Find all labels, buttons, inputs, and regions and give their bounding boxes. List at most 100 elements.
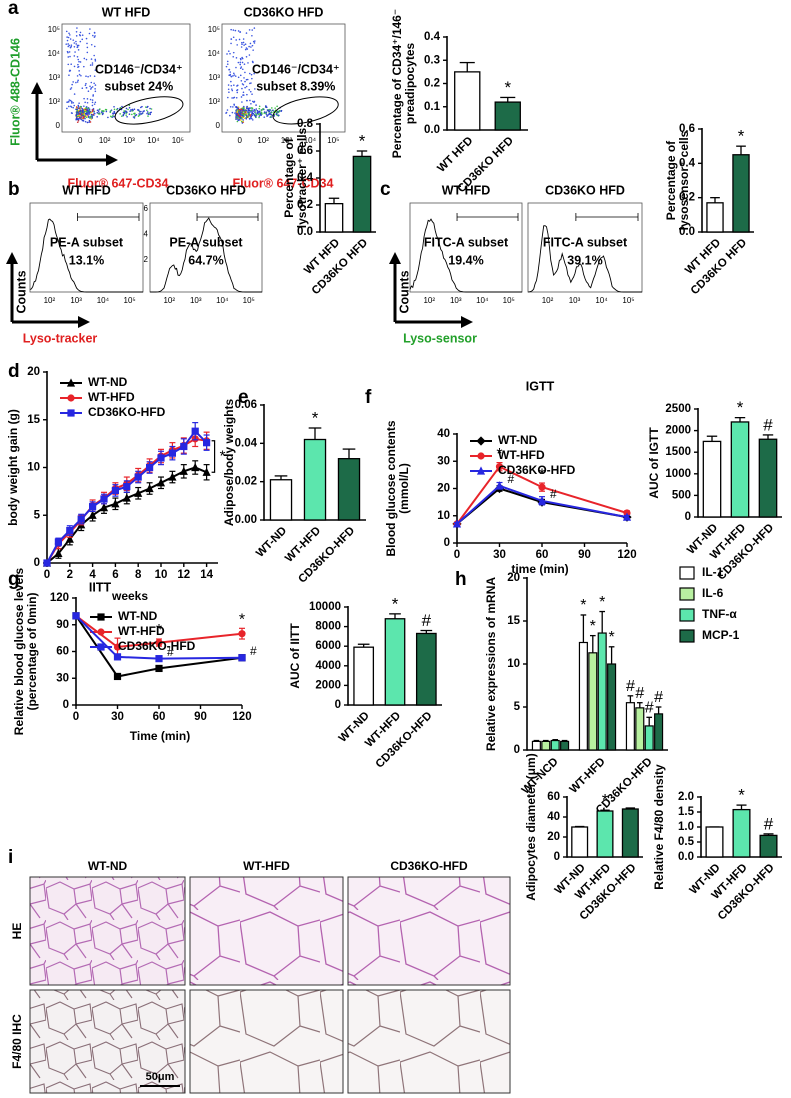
y-axis-label: lysosensor⁺ cells [677, 130, 691, 230]
point [191, 462, 200, 472]
flow-dot [133, 108, 136, 111]
flow-dot [237, 76, 240, 79]
flow-dot [86, 121, 89, 124]
bar [706, 202, 724, 233]
flow-dot [148, 112, 150, 114]
point [145, 483, 154, 493]
flow-dot [238, 110, 240, 112]
flow-dot [86, 51, 89, 54]
flow-dot [92, 108, 94, 111]
flow-dot [91, 110, 94, 113]
legend-marker [97, 643, 105, 651]
flow-dot [67, 63, 70, 66]
flow-dot [66, 36, 68, 38]
x-tick-label: 0 [454, 549, 460, 561]
flow-plot-title: CD36KO HFD [244, 5, 324, 19]
flow-dot [82, 116, 85, 118]
flow-dot [246, 93, 248, 96]
y-tick-label: 0.0 [297, 226, 313, 238]
bar [454, 71, 481, 131]
significance-bracket [211, 440, 216, 473]
flow-dot [138, 113, 140, 115]
significance-mark: # [250, 644, 257, 658]
flow-dot [245, 109, 247, 112]
bar [531, 740, 541, 751]
significance-mark: * [590, 618, 596, 635]
y-axis-label: Relative F4/80 density [652, 764, 666, 890]
flow-dot [77, 66, 79, 68]
gate-label: subset 24% [104, 80, 173, 94]
flow-dot [94, 35, 96, 37]
flow-dot [73, 42, 76, 44]
flow-dot [275, 111, 278, 114]
flow-dot [242, 115, 245, 117]
flow-dot [235, 114, 238, 116]
flow-dot [76, 113, 79, 115]
flow-dot [101, 113, 104, 116]
flow-dot [79, 105, 82, 108]
flow-dot [249, 42, 252, 45]
flow-y-tick: 2 [144, 255, 149, 264]
panel-letter: i [8, 847, 13, 868]
flow-dot [244, 71, 246, 74]
flow-dot [78, 113, 81, 115]
legend-label: CD36KO-HFD [118, 639, 196, 653]
flow-dot [248, 54, 251, 56]
annotation: * [220, 447, 226, 464]
flow-dot [107, 116, 109, 119]
flow-x-tick: 10³ [450, 296, 462, 305]
flow-dot [93, 114, 95, 117]
legend-label: IL-1 [702, 565, 724, 579]
flow-dot [81, 87, 84, 90]
flow-dot [78, 102, 80, 105]
flow-x-tick: 10⁴ [97, 296, 110, 305]
flow-dot [241, 111, 244, 114]
flow-dot [69, 99, 72, 102]
flow-dot [123, 110, 125, 112]
flow-dot [239, 74, 242, 77]
y-tick-label: 8000 [315, 621, 341, 633]
bar [560, 740, 570, 751]
flow-x-tick: 10⁴ [595, 296, 608, 305]
flow-dot [81, 109, 84, 112]
flow-dot [261, 109, 263, 111]
flow-dot [69, 34, 71, 36]
flow-dot [240, 79, 243, 82]
flow-dot [230, 28, 232, 31]
flow-dot [126, 115, 128, 118]
point [238, 654, 246, 662]
flow-dot [242, 91, 245, 94]
flow-dot [93, 75, 96, 78]
bar [732, 154, 750, 233]
point [113, 672, 122, 681]
micrograph [347, 876, 511, 986]
x-tick-label: 0 [73, 711, 79, 723]
x-tick-label: 60 [536, 549, 549, 561]
flow-dot [280, 109, 283, 112]
flow-dot [254, 88, 256, 90]
flow-dot [227, 50, 230, 52]
flow-dot [82, 117, 85, 120]
flow-dot [251, 107, 254, 110]
flow-dot [83, 109, 86, 112]
point [537, 496, 547, 505]
flow-dot [237, 30, 240, 32]
flow-dot [137, 115, 140, 117]
flow-dot [116, 108, 118, 111]
flow-x-tick: 10³ [123, 136, 135, 145]
flow-dot [72, 39, 75, 41]
bar [337, 458, 361, 521]
flow-dot [255, 108, 258, 110]
y-tick-label: 60 [547, 791, 560, 803]
flow-dot [119, 113, 121, 115]
flow-dot [232, 36, 235, 39]
flow-dot [77, 63, 79, 66]
flow-dot [93, 31, 96, 34]
flow-dot [229, 114, 231, 117]
flow-dot [243, 63, 246, 65]
flow-dot [231, 89, 234, 92]
flow-dot [243, 107, 245, 109]
bar [596, 810, 614, 858]
flow-dot [93, 111, 95, 113]
significance-mark: # [422, 611, 432, 630]
